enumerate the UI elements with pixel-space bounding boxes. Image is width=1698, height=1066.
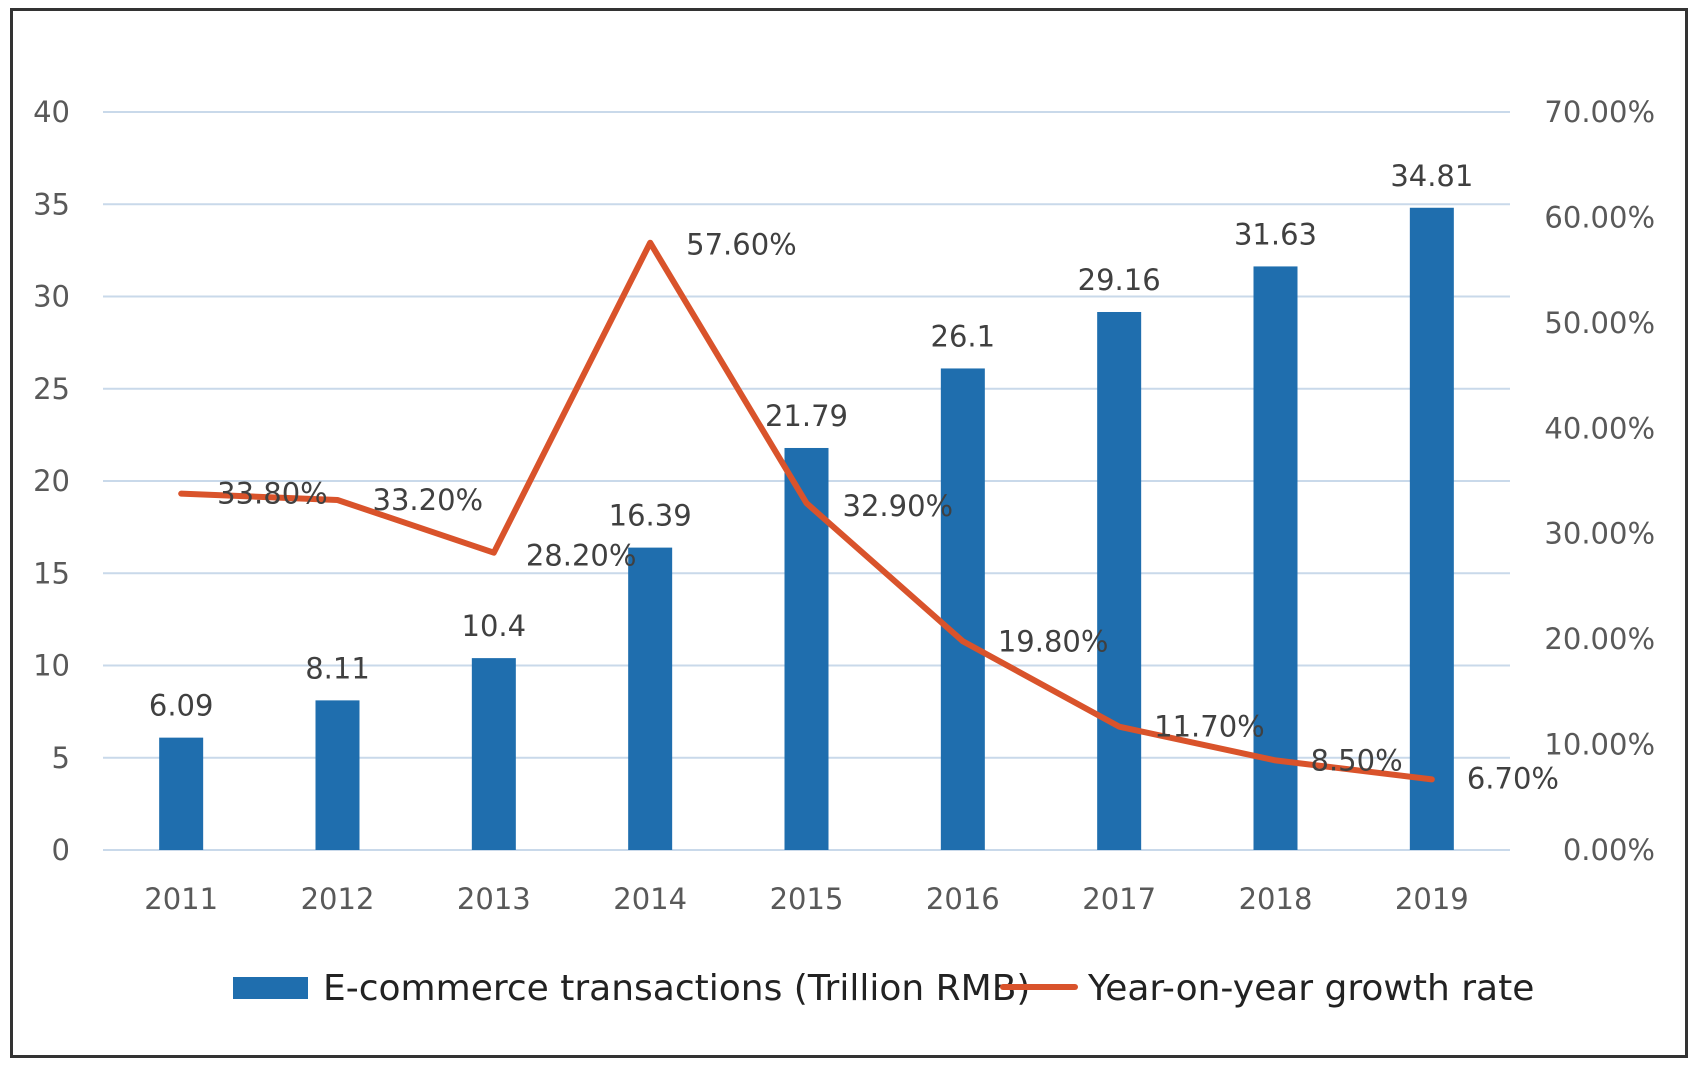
legend-line-label: Year-on-year growth rate (1087, 968, 1534, 1009)
y-right-tick-label: 10.00% (1544, 728, 1655, 762)
y-right-tick-label: 20.00% (1544, 622, 1655, 656)
y-left-tick-label: 15 (33, 556, 70, 590)
growth-point (649, 242, 651, 244)
y-left-tick-label: 40 (33, 95, 70, 129)
line-data-label: 33.20% (373, 483, 484, 517)
bar (315, 700, 360, 850)
line-data-label: 28.20% (526, 539, 637, 573)
growth-point (1118, 726, 1120, 728)
bar (628, 547, 673, 850)
line-data-labels: 33.80% 33.20% 28.20% 57.60% 32.90% 19.80% 11.7… (217, 228, 1559, 796)
y-right-tick-label: 60.00% (1544, 200, 1655, 234)
x-tick-label: 2013 (457, 882, 531, 916)
bar-data-label: 16.39 (609, 499, 692, 533)
bar (940, 368, 985, 850)
y-left-tick-label: 35 (33, 187, 70, 221)
growth-point (806, 502, 807, 504)
growth-point (337, 499, 338, 501)
line-data-label: 33.80% (217, 477, 328, 511)
legend-bar-swatch (233, 977, 308, 999)
bar-data-label: 8.11 (305, 651, 370, 685)
y-left-tick-label: 30 (33, 280, 70, 314)
bar (1097, 311, 1142, 850)
bar (1253, 266, 1298, 850)
line-data-label: 8.50% (1311, 743, 1403, 777)
legend-item-bar: E-commerce transactions (Trillion RMB) (233, 968, 1030, 1009)
y-right-tick-label: 50.00% (1544, 306, 1655, 340)
y-right-tick-label: 40.00% (1544, 411, 1655, 445)
x-tick-label: 2012 (301, 882, 375, 916)
x-tick-label: 2011 (144, 882, 218, 916)
bar-data-label: 26.1 (931, 319, 996, 353)
bar (1409, 207, 1454, 850)
line-data-label: 57.60% (686, 228, 797, 262)
y-left-tick-label: 10 (33, 649, 70, 683)
line-data-label: 6.70% (1467, 761, 1559, 795)
line-data-label: 11.70% (1154, 710, 1265, 744)
x-tick-label: 2015 (770, 882, 844, 916)
bar-data-label: 29.16 (1078, 263, 1161, 297)
line-data-label: 19.80% (998, 624, 1109, 658)
line-series (178, 239, 1435, 783)
y-right-tick-label: 0.00% (1563, 833, 1655, 867)
line-data-label: 32.90% (843, 489, 954, 523)
x-tick-label: 2016 (926, 882, 1000, 916)
growth-point (1431, 778, 1433, 780)
legend-bar-label: E-commerce transactions (Trillion RMB) (323, 968, 1030, 1009)
bar (471, 658, 516, 850)
bar-data-label: 31.63 (1234, 217, 1317, 251)
legend: E-commerce transactions (Trillion RMB) Y… (233, 968, 1534, 1009)
x-tick-label: 2014 (613, 882, 687, 916)
x-tick-label: 2018 (1239, 882, 1313, 916)
x-axis: 2011 2012 2013 2014 2015 2016 2017 2018 2019 (144, 882, 1468, 916)
y-right-tick-label: 70.00% (1544, 95, 1655, 129)
y-left-tick-label: 20 (33, 464, 70, 498)
growth-point (962, 640, 964, 642)
chart-frame (10, 8, 1688, 1058)
y-left-tick-label: 5 (52, 741, 70, 775)
bar-data-label: 34.81 (1390, 159, 1473, 193)
right-y-axis: 0.00% 10.00% 20.00% 30.00% 40.00% 50.00% 60.00… (1544, 95, 1655, 867)
y-left-tick-label: 0 (52, 833, 70, 867)
growth-point (180, 493, 182, 495)
bar-data-label: 21.79 (765, 399, 848, 433)
legend-item-line: Year-on-year growth rate (1000, 968, 1534, 1009)
x-tick-label: 2017 (1082, 882, 1156, 916)
bar (784, 447, 829, 850)
y-right-tick-label: 30.00% (1544, 517, 1655, 551)
left-y-axis: 0 5 10 15 20 25 30 35 40 (33, 95, 70, 867)
x-tick-label: 2019 (1395, 882, 1469, 916)
bar-series (159, 207, 1454, 850)
growth-point (493, 552, 495, 554)
growth-point (1275, 759, 1276, 761)
bar (159, 737, 204, 850)
bar-data-label: 10.4 (462, 609, 527, 643)
bar-data-labels: 6.09 8.11 10.4 16.39 21.79 26.1 29.16 31.63 34.8… (149, 159, 1473, 723)
y-left-tick-label: 25 (33, 372, 70, 406)
bar-data-label: 6.09 (149, 689, 214, 723)
